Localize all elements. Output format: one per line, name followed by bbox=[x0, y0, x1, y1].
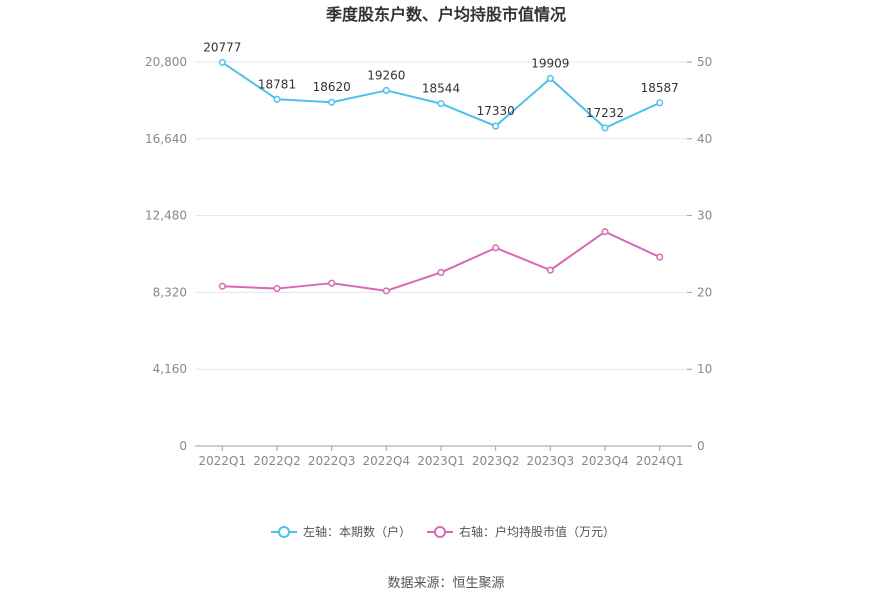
data-label: 18587 bbox=[641, 81, 679, 95]
data-point-left bbox=[328, 98, 336, 106]
x-tick-label: 2023Q4 bbox=[581, 454, 629, 468]
x-tick-label: 2023Q2 bbox=[472, 454, 520, 468]
data-point-right bbox=[328, 279, 336, 287]
data-label-layer: 20777 18781 18620 19260 18544 17330 19909 17232… bbox=[203, 40, 679, 119]
chart-title: 季度股东户数、户均持股市值情况 bbox=[325, 5, 566, 24]
y-right-tick-label: 20 bbox=[697, 285, 712, 299]
y-right-tick-label: 50 bbox=[697, 55, 712, 69]
data-label: 18544 bbox=[422, 82, 460, 96]
data-label: 18781 bbox=[258, 77, 296, 91]
x-tick-label: 2022Q1 bbox=[199, 454, 247, 468]
data-point-right bbox=[218, 282, 226, 290]
data-point-left bbox=[546, 74, 554, 82]
data-point-left bbox=[437, 100, 445, 108]
legend-right-series-marker-icon bbox=[434, 526, 446, 538]
data-label: 19260 bbox=[367, 68, 405, 82]
data-point-left bbox=[273, 95, 281, 103]
data-source-note: 数据来源：恒生聚源 bbox=[387, 576, 504, 591]
x-tick-label: 2024Q1 bbox=[636, 454, 684, 468]
data-label: 17232 bbox=[586, 106, 624, 120]
data-point-right bbox=[656, 253, 664, 261]
y-left-tick-label: 0 bbox=[179, 439, 187, 453]
series-line-right bbox=[222, 230, 661, 292]
data-label: 20777 bbox=[203, 40, 241, 54]
x-tick-label: 2022Q4 bbox=[363, 454, 411, 468]
data-point-right bbox=[492, 244, 500, 252]
data-point-left bbox=[601, 124, 609, 132]
data-point-left bbox=[492, 122, 500, 130]
legend: 左轴：本期数（户） 右轴：户均持股市值（万元） bbox=[271, 524, 615, 539]
y-left-tick-label: 16,640 bbox=[145, 132, 187, 146]
grid-layer bbox=[195, 61, 687, 370]
data-point-right bbox=[273, 285, 281, 293]
data-point-right bbox=[437, 268, 445, 276]
data-point-left bbox=[218, 58, 226, 66]
legend-right-series-label: 右轴：户均持股市值（万元） bbox=[459, 524, 615, 539]
legend-left-series-marker-icon bbox=[278, 526, 290, 538]
data-label: 19909 bbox=[531, 56, 569, 70]
data-point-left bbox=[382, 86, 390, 94]
y-right-tick-label: 40 bbox=[697, 132, 712, 146]
y-right-tick-label: 30 bbox=[697, 209, 712, 223]
legend-item-left-series[interactable]: 左轴：本期数（户） bbox=[271, 524, 411, 539]
x-tick-label: 2022Q3 bbox=[308, 454, 356, 468]
data-point-right bbox=[382, 287, 390, 295]
data-point-right bbox=[546, 266, 554, 274]
legend-item-right-series[interactable]: 右轴：户均持股市值（万元） bbox=[427, 524, 615, 539]
data-label: 17330 bbox=[477, 104, 515, 118]
legend-left-series-label: 左轴：本期数（户） bbox=[303, 524, 411, 539]
x-tick-label: 2022Q2 bbox=[253, 454, 301, 468]
data-label: 18620 bbox=[313, 80, 351, 94]
y-left-tick-label: 12,480 bbox=[145, 209, 187, 223]
y-left-tick-label: 8,320 bbox=[153, 285, 187, 299]
y-left-tick-label: 4,160 bbox=[153, 362, 187, 376]
data-point-right bbox=[601, 228, 609, 236]
axis-layer: 0 4,160 8,320 12,480 16,640 20,800 0 10 20 30 40 50… bbox=[145, 55, 712, 468]
x-tick-label: 2023Q1 bbox=[417, 454, 465, 468]
y-left-tick-label: 20,800 bbox=[145, 55, 187, 69]
y-right-tick-label: 10 bbox=[697, 362, 712, 376]
series-layer bbox=[218, 58, 664, 295]
data-point-left bbox=[656, 99, 664, 107]
x-tick-label: 2023Q3 bbox=[527, 454, 575, 468]
y-right-tick-label: 0 bbox=[697, 439, 705, 453]
